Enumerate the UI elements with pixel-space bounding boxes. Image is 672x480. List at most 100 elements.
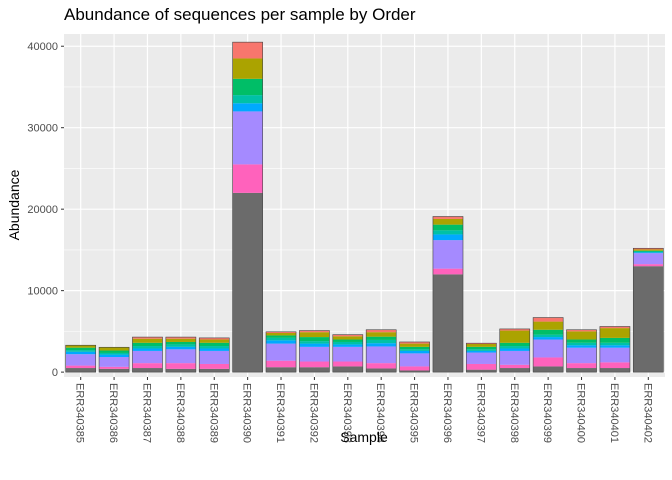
bar-segment-teal-ERR340401: [600, 343, 630, 345]
bar-segment-blue-ERR340386: [99, 355, 129, 357]
bar-segment-purple-ERR340387: [132, 351, 162, 363]
bar-segment-teal-ERR340402: [633, 252, 663, 253]
bar-segment-purple-ERR340392: [299, 347, 329, 362]
x-tick-label: ERR340392: [307, 383, 319, 443]
bar-segment-other-ERR340401: [600, 368, 630, 372]
bar-segment-teal-ERR340396: [433, 230, 463, 234]
bar-segment-blue-ERR340399: [533, 337, 563, 339]
bar-segment-other-ERR340389: [199, 369, 229, 372]
x-tick-label: ERR340389: [207, 383, 219, 443]
bar-segment-green-ERR340390: [233, 79, 263, 95]
bar-segment-olive-ERR340387: [132, 339, 162, 343]
bar-segment-green-ERR340388: [166, 342, 196, 344]
bar-segment-red-ERR340396: [433, 216, 463, 218]
x-tick-label: ERR340399: [541, 383, 553, 443]
bar-segment-pink-ERR340399: [533, 357, 563, 366]
bar-segment-blue-ERR340397: [466, 351, 496, 353]
bar-segment-teal-ERR340388: [166, 344, 196, 346]
bar-segment-pink-ERR340388: [166, 363, 196, 369]
bar-segment-blue-ERR340391: [266, 340, 296, 343]
bar-segment-green-ERR340401: [600, 338, 630, 343]
bar-segment-blue-ERR340401: [600, 345, 630, 347]
bar-segment-other-ERR340400: [567, 368, 597, 372]
y-tick-label: 20000: [27, 204, 58, 216]
bar-segment-green-ERR340397: [466, 347, 496, 349]
bar-segment-blue-ERR340389: [199, 348, 229, 350]
bar-segment-blue-ERR340392: [299, 344, 329, 347]
bar-segment-red-ERR340390: [233, 42, 263, 58]
bar-segment-purple-ERR340386: [99, 357, 129, 367]
bar-segment-other-ERR340391: [266, 367, 296, 372]
chart-title: Abundance of sequences per sample by Ord…: [64, 5, 416, 24]
bar-segment-blue-ERR340398: [500, 348, 530, 350]
bar-segment-pink-ERR340386: [99, 367, 129, 369]
bar-segment-olive-ERR340385: [66, 345, 96, 347]
x-tick-label: ERR340395: [408, 383, 420, 443]
bar-segment-red-ERR340399: [533, 318, 563, 322]
bar-segment-pink-ERR340396: [433, 269, 463, 275]
bar-segment-green-ERR340399: [533, 330, 563, 335]
bar-segment-purple-ERR340396: [433, 240, 463, 269]
bar-segment-green-ERR340387: [132, 343, 162, 346]
bar-segment-olive-ERR340399: [533, 322, 563, 330]
y-tick-label: 10000: [27, 286, 58, 298]
bar-segment-other-ERR340386: [99, 369, 129, 372]
bar-segment-other-ERR340388: [166, 369, 196, 372]
bar-segment-other-ERR340397: [466, 370, 496, 372]
bar-segment-green-ERR340389: [199, 343, 229, 346]
x-tick-label: ERR340386: [107, 383, 119, 443]
bar-segment-teal-ERR340389: [199, 346, 229, 348]
bar-segment-purple-ERR340388: [166, 349, 196, 363]
bar-segment-purple-ERR340395: [400, 353, 430, 366]
bar-segment-blue-ERR340393: [333, 344, 363, 346]
x-tick-label: ERR340388: [174, 383, 186, 443]
bar-segment-purple-ERR340397: [466, 353, 496, 364]
x-tick-label: ERR340398: [508, 383, 520, 443]
bar-segment-teal-ERR340385: [66, 350, 96, 352]
bar-segment-other-ERR340393: [333, 366, 363, 372]
bar-segment-olive-ERR340392: [299, 332, 329, 337]
bar-segment-green-ERR340402: [633, 251, 663, 252]
bar-segment-purple-ERR340390: [233, 111, 263, 164]
bar-segment-green-ERR340393: [333, 340, 363, 342]
bar-segment-purple-ERR340399: [533, 340, 563, 358]
bar-segment-blue-ERR340385: [66, 352, 96, 354]
bar-segment-olive-ERR340398: [500, 331, 530, 343]
x-tick-label: ERR340402: [641, 383, 653, 443]
bar-segment-pink-ERR340402: [633, 264, 663, 266]
bar-segment-other-ERR340398: [500, 368, 530, 372]
bar-segment-blue-ERR340387: [132, 348, 162, 350]
bar-segment-green-ERR340394: [366, 337, 396, 340]
x-tick-label: ERR340400: [575, 383, 587, 443]
x-tick-label: ERR340387: [140, 383, 152, 443]
bar-segment-other-ERR340392: [299, 367, 329, 372]
x-tick-label: ERR340385: [74, 383, 86, 443]
plot-panel: [64, 34, 665, 377]
bar-segment-pink-ERR340395: [400, 366, 430, 370]
bar-segment-purple-ERR340398: [500, 351, 530, 365]
bar-segment-olive-ERR340394: [366, 332, 396, 336]
y-tick-label: 30000: [27, 123, 58, 135]
bar-segment-green-ERR340392: [299, 337, 329, 341]
bar-segment-other-ERR340390: [233, 193, 263, 372]
bar-segment-blue-ERR340400: [567, 345, 597, 347]
bar-segment-teal-ERR340393: [333, 342, 363, 344]
bar-segment-pink-ERR340393: [333, 362, 363, 367]
bar-segment-pink-ERR340389: [199, 364, 229, 369]
bar-segment-purple-ERR340394: [366, 346, 396, 363]
bar-segment-green-ERR340391: [266, 335, 296, 337]
bar-segment-blue-ERR340396: [433, 234, 463, 240]
y-axis: 010000200003000040000: [27, 41, 64, 379]
bar-segment-blue-ERR340395: [400, 351, 430, 353]
bar-segment-other-ERR340394: [366, 368, 396, 372]
bar-segment-pink-ERR340397: [466, 364, 496, 370]
bar-segment-teal-ERR340400: [567, 343, 597, 345]
bar-segment-olive-ERR340393: [333, 336, 363, 339]
bar-segment-pink-ERR340400: [567, 363, 597, 368]
bar-segment-pink-ERR340391: [266, 361, 296, 368]
bar-segment-purple-ERR340401: [600, 348, 630, 363]
bar-segment-blue-ERR340402: [633, 252, 663, 253]
bar-segment-purple-ERR340393: [333, 347, 363, 362]
x-tick-label: ERR340401: [608, 383, 620, 443]
